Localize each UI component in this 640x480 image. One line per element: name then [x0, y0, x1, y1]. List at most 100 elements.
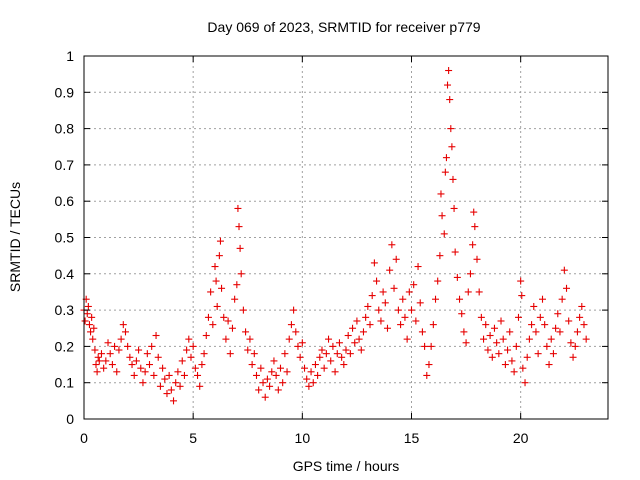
- data-point: [335, 339, 343, 347]
- data-point: [499, 335, 507, 343]
- data-point: [353, 317, 361, 325]
- data-point: [493, 339, 501, 347]
- data-point: [294, 342, 302, 350]
- data-point: [392, 255, 400, 263]
- data-point: [558, 295, 566, 303]
- data-point: [277, 364, 284, 372]
- y-tick-label: 0.7: [55, 157, 75, 173]
- data-point: [477, 313, 485, 321]
- data-point: [569, 353, 577, 361]
- data-point: [366, 321, 374, 329]
- data-point: [92, 361, 100, 369]
- data-point: [460, 328, 468, 336]
- data-point: [97, 350, 105, 358]
- data-point: [469, 241, 477, 249]
- data-point: [403, 335, 411, 343]
- data-point: [425, 361, 433, 369]
- data-point: [237, 270, 245, 278]
- data-point: [539, 295, 546, 303]
- data-point: [296, 353, 304, 361]
- data-point: [94, 353, 102, 361]
- x-tick-label: 20: [513, 430, 529, 446]
- data-point: [274, 386, 282, 394]
- data-point: [362, 313, 370, 321]
- data-point: [84, 302, 92, 310]
- data-point: [377, 317, 385, 325]
- chart-title: Day 069 of 2023, SRMTID for receiver p77…: [207, 19, 480, 35]
- y-tick-label: 0: [66, 411, 74, 427]
- data-point: [311, 361, 319, 369]
- data-point: [416, 299, 424, 307]
- data-point: [244, 346, 252, 354]
- data-point: [93, 368, 101, 376]
- data-point: [504, 346, 512, 354]
- data-point: [490, 324, 498, 332]
- data-point: [464, 288, 472, 296]
- data-point: [497, 317, 505, 325]
- data-point: [506, 328, 514, 336]
- data-point: [438, 212, 446, 220]
- data-point: [235, 223, 243, 231]
- data-point: [139, 379, 147, 387]
- data-point: [163, 390, 171, 398]
- data-point: [259, 379, 267, 387]
- data-point: [556, 328, 564, 336]
- data-point: [368, 292, 376, 300]
- data-point: [154, 353, 162, 361]
- data-point: [111, 342, 119, 350]
- data-point: [119, 321, 127, 329]
- data-point: [560, 266, 568, 274]
- data-point: [183, 346, 191, 354]
- data-point: [102, 357, 110, 365]
- data-point: [486, 332, 494, 340]
- data-point: [198, 361, 206, 369]
- data-point: [451, 248, 459, 256]
- data-point: [89, 335, 97, 343]
- data-point: [91, 346, 99, 354]
- data-point: [488, 353, 496, 361]
- data-point: [552, 324, 560, 332]
- data-point: [408, 306, 415, 314]
- data-point: [344, 332, 352, 340]
- y-tick-label: 1: [66, 48, 74, 64]
- data-points: [80, 67, 590, 405]
- data-point: [351, 339, 359, 347]
- data-point: [141, 368, 149, 376]
- grid: [84, 56, 608, 419]
- data-point: [159, 364, 167, 372]
- data-point: [418, 328, 426, 336]
- data-point: [440, 230, 448, 238]
- data-point: [379, 288, 387, 296]
- y-tick-label: 0.3: [55, 302, 75, 318]
- data-point: [338, 353, 346, 361]
- y-tick-label: 0.8: [55, 121, 75, 137]
- data-point: [314, 371, 322, 379]
- data-point: [285, 335, 293, 343]
- data-point: [212, 277, 220, 285]
- data-point: [456, 295, 464, 303]
- data-point: [263, 375, 271, 383]
- data-point: [90, 324, 98, 332]
- data-point: [108, 361, 116, 369]
- data-point: [309, 379, 317, 387]
- data-point: [401, 313, 409, 321]
- data-point: [375, 306, 383, 314]
- data-point: [283, 368, 291, 376]
- data-point: [541, 321, 549, 329]
- data-point: [287, 321, 295, 329]
- data-point: [482, 321, 490, 329]
- data-point: [530, 302, 538, 310]
- data-point: [412, 317, 420, 325]
- y-tick-label: 0.4: [55, 266, 75, 282]
- data-point: [194, 371, 202, 379]
- data-point: [331, 368, 339, 376]
- data-point: [231, 295, 239, 303]
- data-point: [121, 328, 129, 336]
- data-point: [220, 313, 228, 321]
- data-point: [523, 353, 531, 361]
- data-point: [449, 175, 457, 183]
- data-point: [534, 350, 542, 358]
- data-point: [301, 364, 309, 372]
- data-point: [446, 96, 454, 104]
- data-point: [510, 368, 518, 376]
